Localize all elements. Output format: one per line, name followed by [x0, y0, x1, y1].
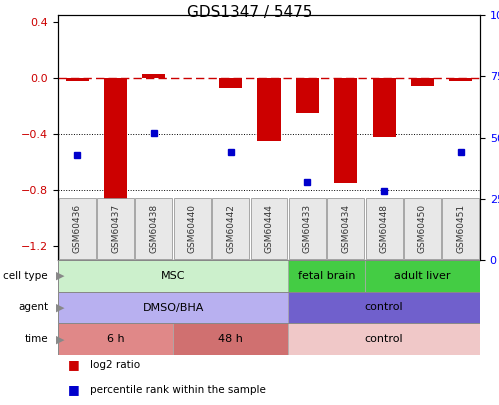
Text: GDS1347 / 5475: GDS1347 / 5475 — [187, 5, 312, 20]
Text: cell type: cell type — [3, 271, 48, 281]
Text: GSM60448: GSM60448 — [380, 204, 389, 253]
Text: ■: ■ — [68, 384, 80, 396]
FancyBboxPatch shape — [59, 198, 96, 259]
FancyBboxPatch shape — [327, 198, 364, 259]
Text: GSM60436: GSM60436 — [73, 204, 82, 253]
FancyBboxPatch shape — [173, 323, 288, 355]
Text: time: time — [24, 334, 48, 344]
Text: DMSO/BHA: DMSO/BHA — [142, 303, 204, 313]
Text: GSM60450: GSM60450 — [418, 204, 427, 253]
Text: adult liver: adult liver — [394, 271, 451, 281]
Bar — [104, 78, 127, 249]
Bar — [449, 78, 473, 81]
Bar — [411, 78, 434, 86]
Bar — [142, 74, 165, 78]
Bar — [373, 78, 396, 137]
Text: ▶: ▶ — [55, 303, 64, 313]
FancyBboxPatch shape — [174, 198, 211, 259]
FancyBboxPatch shape — [404, 198, 441, 259]
Bar — [257, 78, 280, 141]
Text: GSM60444: GSM60444 — [264, 204, 273, 253]
FancyBboxPatch shape — [58, 323, 173, 355]
Text: GSM60440: GSM60440 — [188, 204, 197, 253]
Text: agent: agent — [18, 303, 48, 313]
Bar — [219, 78, 242, 88]
Text: GSM60451: GSM60451 — [456, 204, 466, 253]
FancyBboxPatch shape — [288, 292, 480, 323]
FancyBboxPatch shape — [136, 198, 172, 259]
FancyBboxPatch shape — [97, 198, 134, 259]
Text: GSM60437: GSM60437 — [111, 204, 120, 253]
Text: control: control — [365, 334, 403, 344]
FancyBboxPatch shape — [289, 198, 326, 259]
Text: fetal brain: fetal brain — [298, 271, 355, 281]
FancyBboxPatch shape — [443, 198, 479, 259]
FancyBboxPatch shape — [288, 323, 480, 355]
Text: MSC: MSC — [161, 271, 185, 281]
Text: GSM60434: GSM60434 — [341, 204, 350, 253]
FancyBboxPatch shape — [58, 292, 288, 323]
Text: ▶: ▶ — [55, 334, 64, 344]
Text: ■: ■ — [68, 358, 80, 371]
FancyBboxPatch shape — [250, 198, 287, 259]
Text: ▶: ▶ — [55, 271, 64, 281]
Text: 6 h: 6 h — [107, 334, 124, 344]
FancyBboxPatch shape — [288, 260, 365, 292]
Text: GSM60442: GSM60442 — [226, 204, 235, 253]
Text: GSM60433: GSM60433 — [303, 204, 312, 253]
Text: control: control — [365, 303, 403, 313]
FancyBboxPatch shape — [365, 260, 480, 292]
Bar — [334, 78, 357, 183]
Bar — [66, 78, 89, 81]
Text: 48 h: 48 h — [218, 334, 243, 344]
Text: log2 ratio: log2 ratio — [90, 360, 141, 370]
FancyBboxPatch shape — [58, 260, 288, 292]
Text: GSM60438: GSM60438 — [149, 204, 158, 253]
Text: percentile rank within the sample: percentile rank within the sample — [90, 385, 266, 395]
Bar — [296, 78, 319, 113]
FancyBboxPatch shape — [212, 198, 249, 259]
FancyBboxPatch shape — [366, 198, 403, 259]
